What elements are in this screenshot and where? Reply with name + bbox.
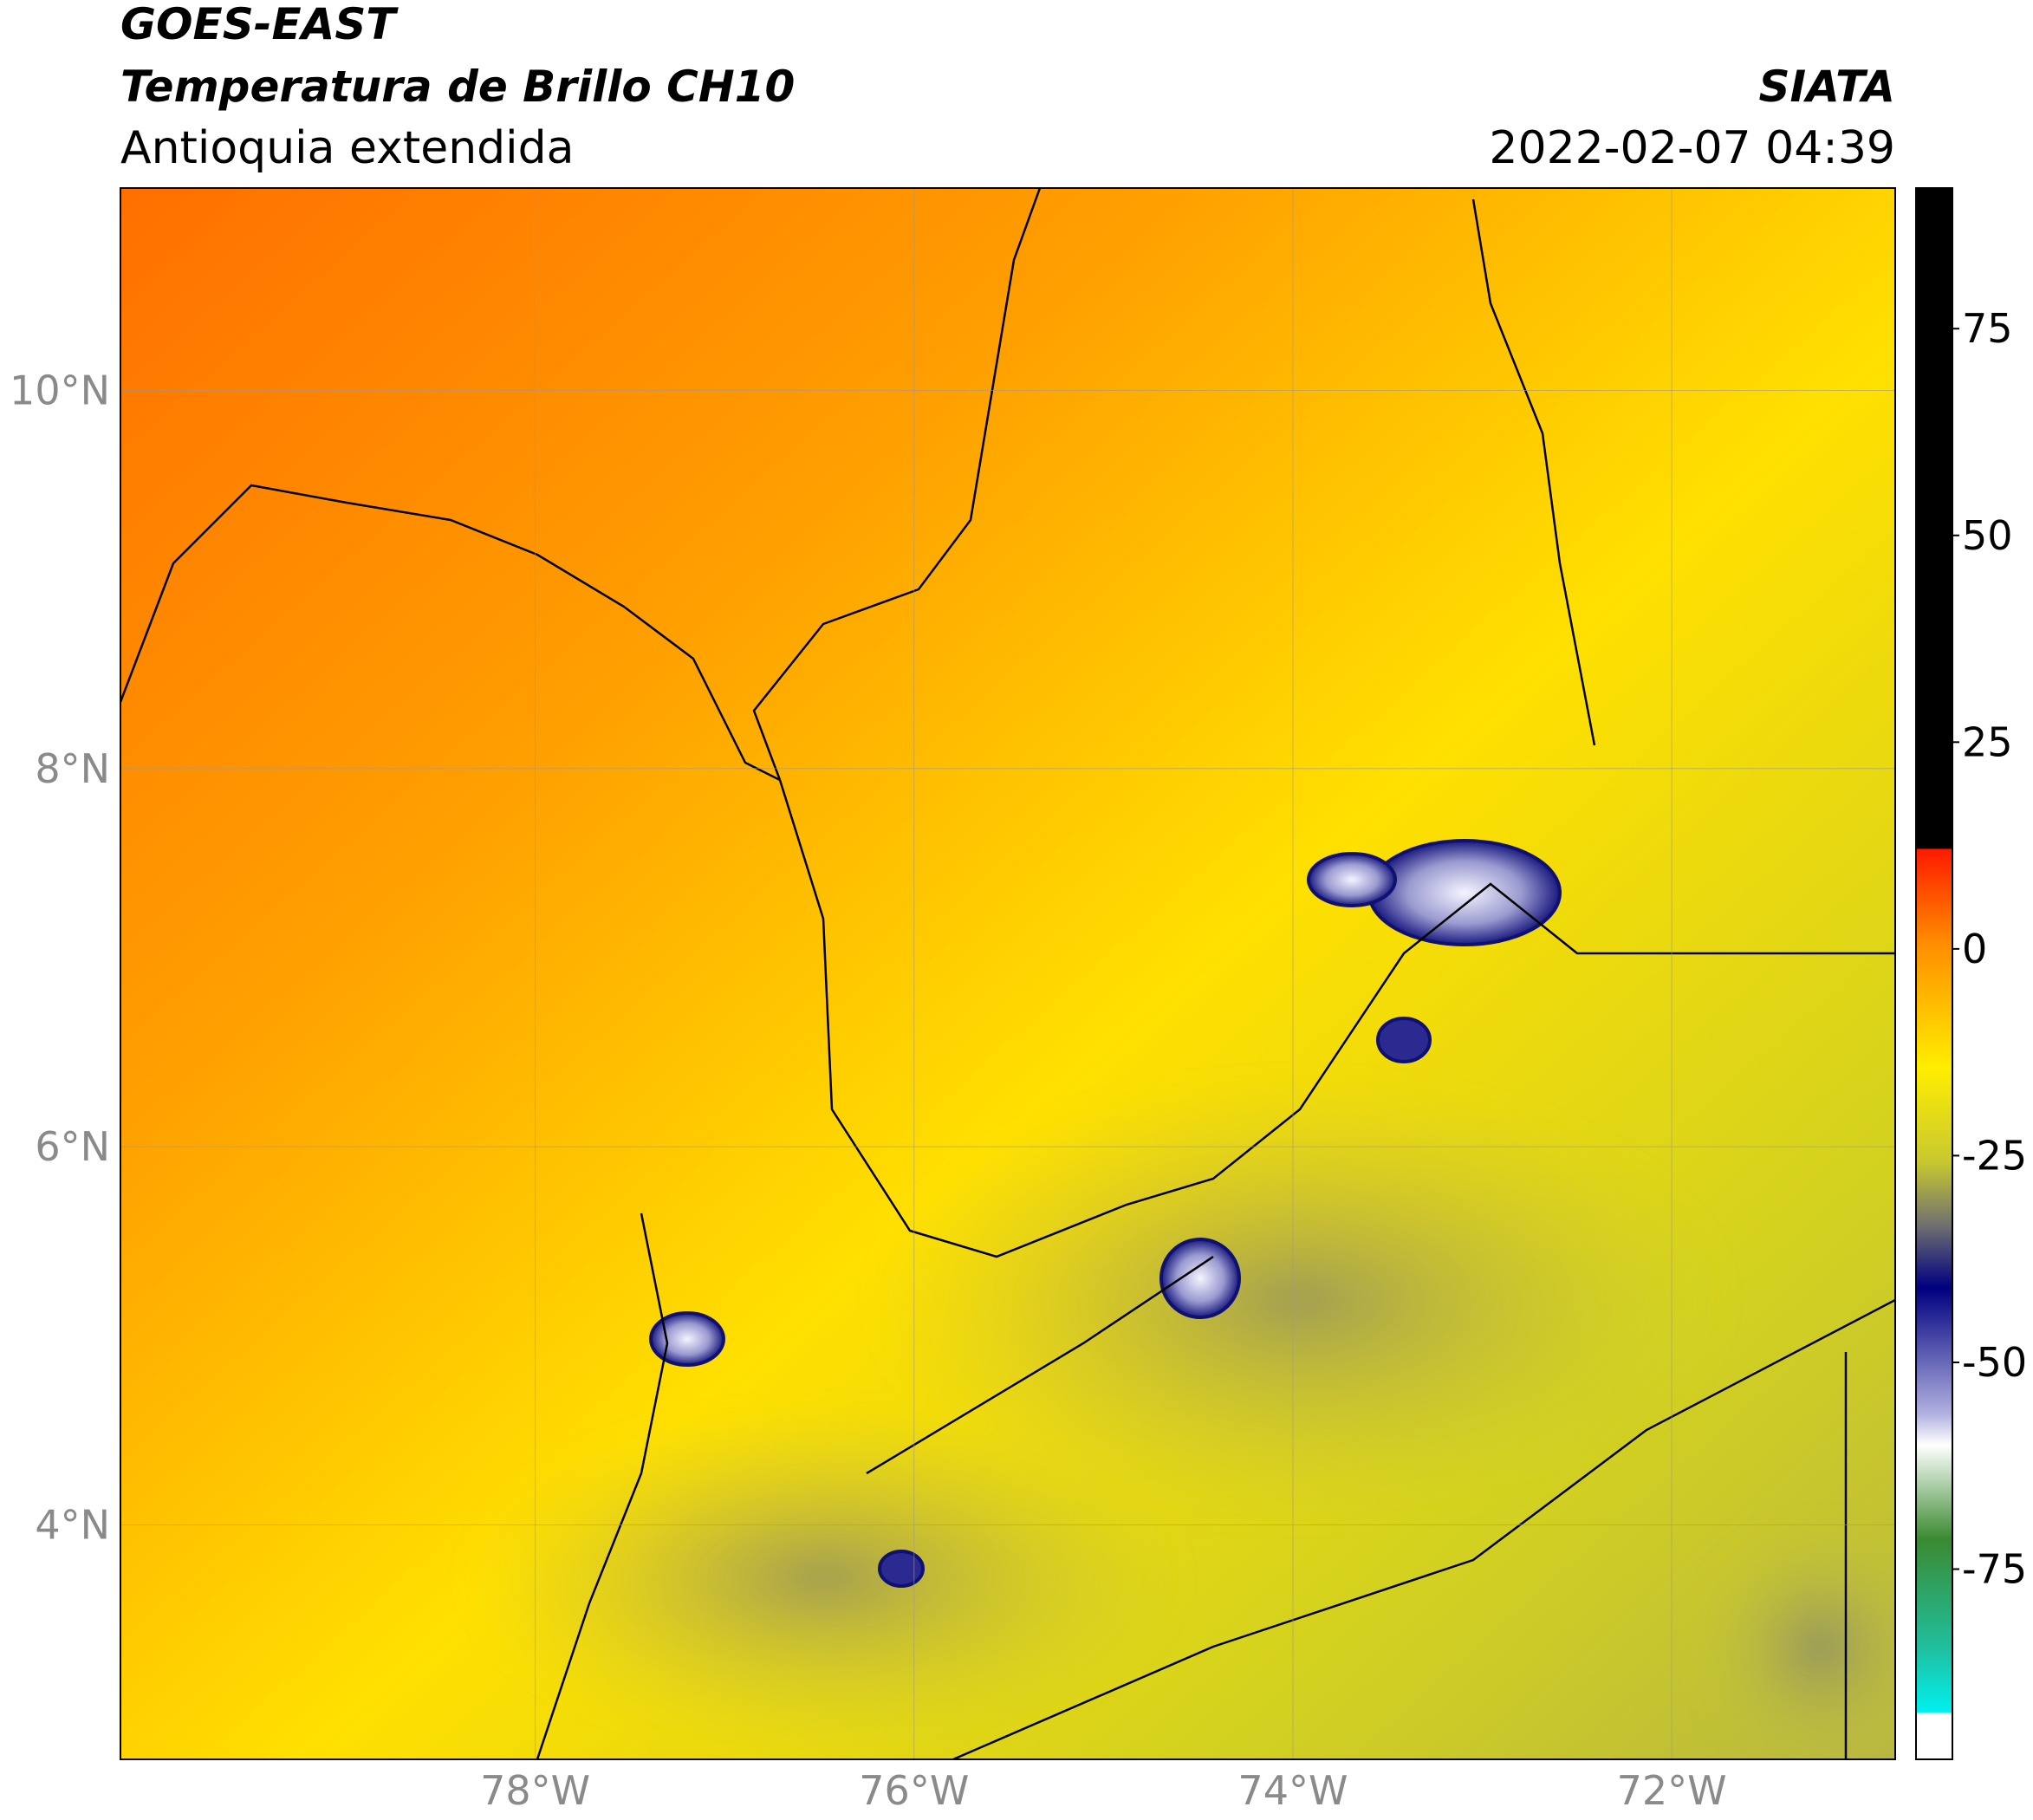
y-tick-label: 8°N (35, 745, 110, 792)
clouds (649, 839, 1562, 1588)
colorbar (1915, 187, 1953, 1760)
title: GOES-EAST (120, 0, 399, 49)
cloud-shading (459, 1075, 1895, 1759)
y-tick-label: 4°N (35, 1501, 110, 1548)
colorbar-tick-label: 50 (1962, 512, 2013, 559)
coastline (536, 1212, 669, 1759)
colorbar-tick-label: -50 (1962, 1339, 2027, 1386)
datetime: 2022-02-07 04:39 (1489, 122, 1895, 174)
cloud (649, 1311, 725, 1367)
map-frame (120, 187, 1896, 1760)
border (1471, 198, 1596, 746)
border (866, 1255, 1214, 1475)
x-tick-label: 74°W (1237, 1767, 1348, 1814)
border (778, 779, 1895, 1258)
borders (120, 188, 1895, 1759)
shading (867, 1075, 1733, 1525)
y-tick-label: 6°N (35, 1123, 110, 1170)
cloud (1367, 839, 1562, 946)
shading (1690, 1517, 1895, 1759)
colorbar-tick-label: 25 (1962, 718, 2013, 765)
subtitle: Temperatura de Brillo CH10 (120, 62, 795, 112)
cloud (878, 1550, 925, 1588)
cloud (1307, 852, 1397, 907)
coastline (752, 188, 1042, 781)
coastline (120, 484, 781, 782)
colorbar-tick-label: -75 (1962, 1546, 2027, 1593)
map-image (120, 188, 1895, 1759)
y-tick-label: 10°N (10, 367, 110, 413)
colorbar-tick-label: 75 (1962, 305, 2013, 352)
x-tick-label: 76°W (859, 1767, 969, 1814)
colorbar-tick-label: -25 (1962, 1132, 2027, 1179)
cloud (1159, 1238, 1241, 1319)
shading (459, 1404, 1187, 1751)
x-tick-label: 78°W (480, 1767, 590, 1814)
colorbar-tick-label: 0 (1962, 926, 1987, 972)
grid (120, 188, 1895, 1759)
x-tick-label: 72°W (1617, 1767, 1727, 1814)
source: SIATA (1759, 62, 1895, 112)
region: Antioquia extendida (120, 122, 575, 174)
border (952, 1298, 1895, 1759)
cloud (1376, 1017, 1432, 1063)
